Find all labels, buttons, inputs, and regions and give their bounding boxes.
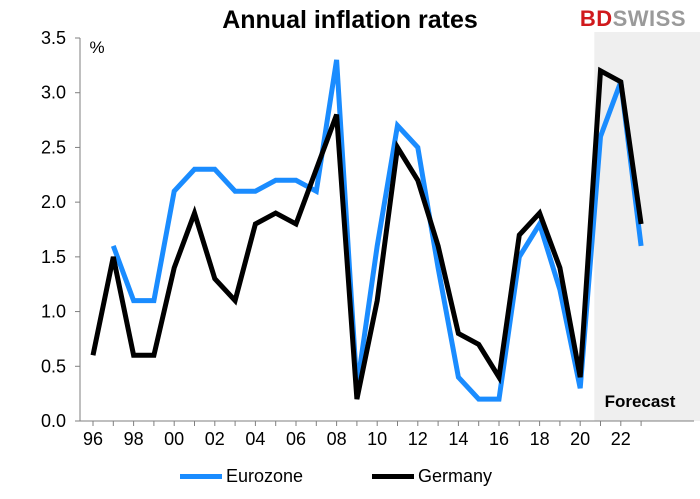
- legend-swatch-eurozone: [180, 474, 222, 479]
- x-tick-label: 98: [124, 429, 144, 449]
- x-tick-label: 96: [83, 429, 103, 449]
- y-tick-label: 0.0: [41, 411, 66, 431]
- x-tick-label: 02: [205, 429, 225, 449]
- x-tick-label: 10: [367, 429, 387, 449]
- x-tick-label: 08: [327, 429, 347, 449]
- series-line-eurozone: [110, 59, 644, 402]
- y-tick-label: 1.0: [41, 302, 66, 322]
- legend-label-germany: Germany: [418, 466, 493, 486]
- legend: Eurozone Germany: [0, 466, 700, 490]
- forecast-label: Forecast: [605, 392, 676, 411]
- y-tick-label: 3.0: [41, 83, 66, 103]
- brand-logo-part1: BD: [579, 6, 613, 31]
- brand-logo-part2: SWISS: [612, 6, 686, 31]
- legend-item-germany: Germany: [372, 466, 492, 487]
- x-tick-label: 12: [408, 429, 428, 449]
- y-tick-label: 3.5: [41, 28, 66, 48]
- x-tick-label: 00: [164, 429, 184, 449]
- x-tick-label: 18: [530, 429, 550, 449]
- y-axis-unit-label: %: [89, 38, 104, 57]
- y-tick-label: 0.5: [41, 356, 66, 376]
- y-tick-label: 2.5: [41, 137, 66, 157]
- forecast-shade: [594, 32, 700, 421]
- legend-item-eurozone: Eurozone: [180, 466, 303, 487]
- legend-swatch-germany: [372, 474, 414, 479]
- y-tick-label: 1.5: [41, 247, 66, 267]
- y-tick-label: 2.0: [41, 192, 66, 212]
- brand-logo: BDSWISS: [580, 6, 686, 32]
- legend-label-eurozone: Eurozone: [226, 466, 304, 486]
- chart-title: Annual inflation rates: [222, 6, 478, 34]
- series-line-germany: [90, 66, 644, 400]
- x-tick-label: 04: [245, 429, 265, 449]
- x-tick-label: 20: [570, 429, 590, 449]
- x-tick-label: 16: [489, 429, 509, 449]
- x-tick-label: 06: [286, 429, 306, 449]
- x-tick-label: 14: [448, 429, 468, 449]
- x-tick-label: 22: [611, 429, 631, 449]
